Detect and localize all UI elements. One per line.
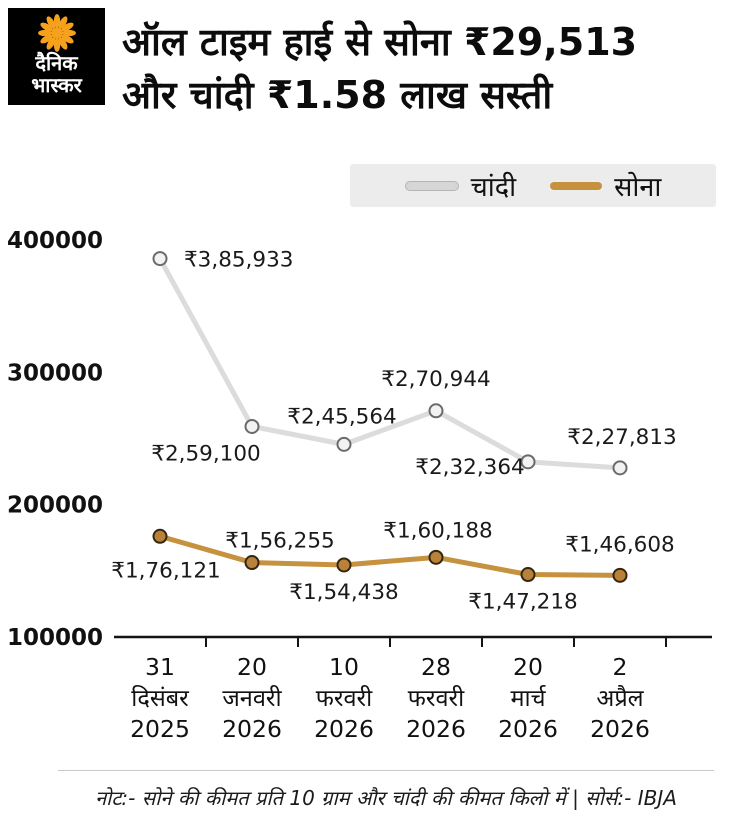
legend-item-silver: चांदी <box>404 167 517 204</box>
value-label-silver: ₹2,45,564 <box>287 404 396 429</box>
data-point-gold <box>244 555 260 571</box>
data-point-silver <box>428 403 444 419</box>
x-axis-label: मार्च <box>510 684 546 712</box>
x-axis-label: दिसंबर <box>131 684 189 712</box>
value-label-gold: ₹1,60,188 <box>383 518 492 543</box>
data-point-silver <box>152 251 168 267</box>
value-label-gold: ₹1,76,121 <box>111 558 220 583</box>
x-axis-label: 2026 <box>314 715 374 743</box>
x-axis-label: 2 <box>613 653 628 681</box>
chart-legend: चांदी सोना <box>350 164 716 207</box>
data-point-silver <box>520 454 536 470</box>
brand-name: दैनिक भास्कर <box>31 52 82 96</box>
x-axis-label: फरवरी <box>316 684 373 712</box>
value-label-gold: ₹1,46,608 <box>565 532 674 557</box>
series-line-gold <box>157 533 623 578</box>
x-axis-label: अप्रैल <box>596 684 644 712</box>
x-axis-label: जनवरी <box>222 684 282 712</box>
price-chart-canvas: 400000 300000 200000 100000 ₹3,85,933 ₹2,59,1… <box>7 228 712 743</box>
y-axis-tick-label: 400000 <box>7 230 103 254</box>
data-point-gold <box>428 549 444 565</box>
sun-icon <box>37 14 76 52</box>
page-title-line2: और चांदी ₹1.58 लाख सस्ती <box>122 73 553 117</box>
x-axis-label: 2026 <box>222 715 282 743</box>
y-axis-tick-label: 200000 <box>7 493 103 519</box>
value-label-gold: ₹1,56,255 <box>225 529 334 554</box>
data-point-gold <box>520 567 536 583</box>
brand-name-line1: दैनिक <box>35 51 78 75</box>
footnote: नोट:- सोने की कीमत प्रति 10 ग्राम और चां… <box>58 770 714 811</box>
brand-name-line2: भास्कर <box>31 73 82 97</box>
y-axis-tick-label: 300000 <box>7 360 103 386</box>
series-line-silver <box>157 256 623 471</box>
data-point-gold <box>152 528 168 544</box>
data-point-gold <box>336 557 352 573</box>
x-axis-label: 20 <box>237 653 267 681</box>
value-label-gold: ₹1,54,438 <box>289 580 398 605</box>
x-axis-label: 2026 <box>590 715 650 743</box>
value-label-gold: ₹1,47,218 <box>468 590 577 615</box>
x-axis-label: 10 <box>329 653 359 681</box>
legend-item-gold: सोना <box>550 167 661 204</box>
data-point-silver <box>612 460 628 476</box>
x-axis-label: 2026 <box>498 715 558 743</box>
data-point-gold <box>612 567 628 583</box>
x-axis-label: फरवरी <box>408 684 465 712</box>
brand-logo: दैनिक भास्कर <box>8 8 105 105</box>
value-label-silver: ₹3,85,933 <box>184 248 293 273</box>
price-chart: 400000 300000 200000 100000 ₹3,85,933 ₹2,59,1… <box>0 228 730 770</box>
x-axis-label: 28 <box>421 653 451 681</box>
gold-line-swatch-icon <box>550 181 603 190</box>
x-axis-label: 2025 <box>130 715 190 743</box>
y-axis-tick-label: 100000 <box>7 625 103 651</box>
value-label-silver: ₹2,70,944 <box>381 367 490 392</box>
value-label-silver: ₹2,59,100 <box>151 441 260 466</box>
x-axis-label: 2026 <box>406 715 466 743</box>
page-title: ऑल टाइम हाई से सोना ₹29,513 और चांदी ₹1.… <box>122 16 722 122</box>
silver-line-swatch-icon <box>404 180 459 191</box>
data-point-silver <box>244 418 260 434</box>
legend-label-gold: सोना <box>614 172 662 203</box>
x-axis-label: 31 <box>145 653 175 681</box>
x-axis-label: 20 <box>513 653 543 681</box>
value-label-silver: ₹2,32,364 <box>415 455 524 480</box>
value-label-silver: ₹2,27,813 <box>567 425 676 450</box>
data-point-silver <box>336 436 352 452</box>
page-title-line1: ऑल टाइम हाई से सोना ₹29,513 <box>122 20 638 64</box>
legend-label-silver: चांदी <box>470 172 517 203</box>
